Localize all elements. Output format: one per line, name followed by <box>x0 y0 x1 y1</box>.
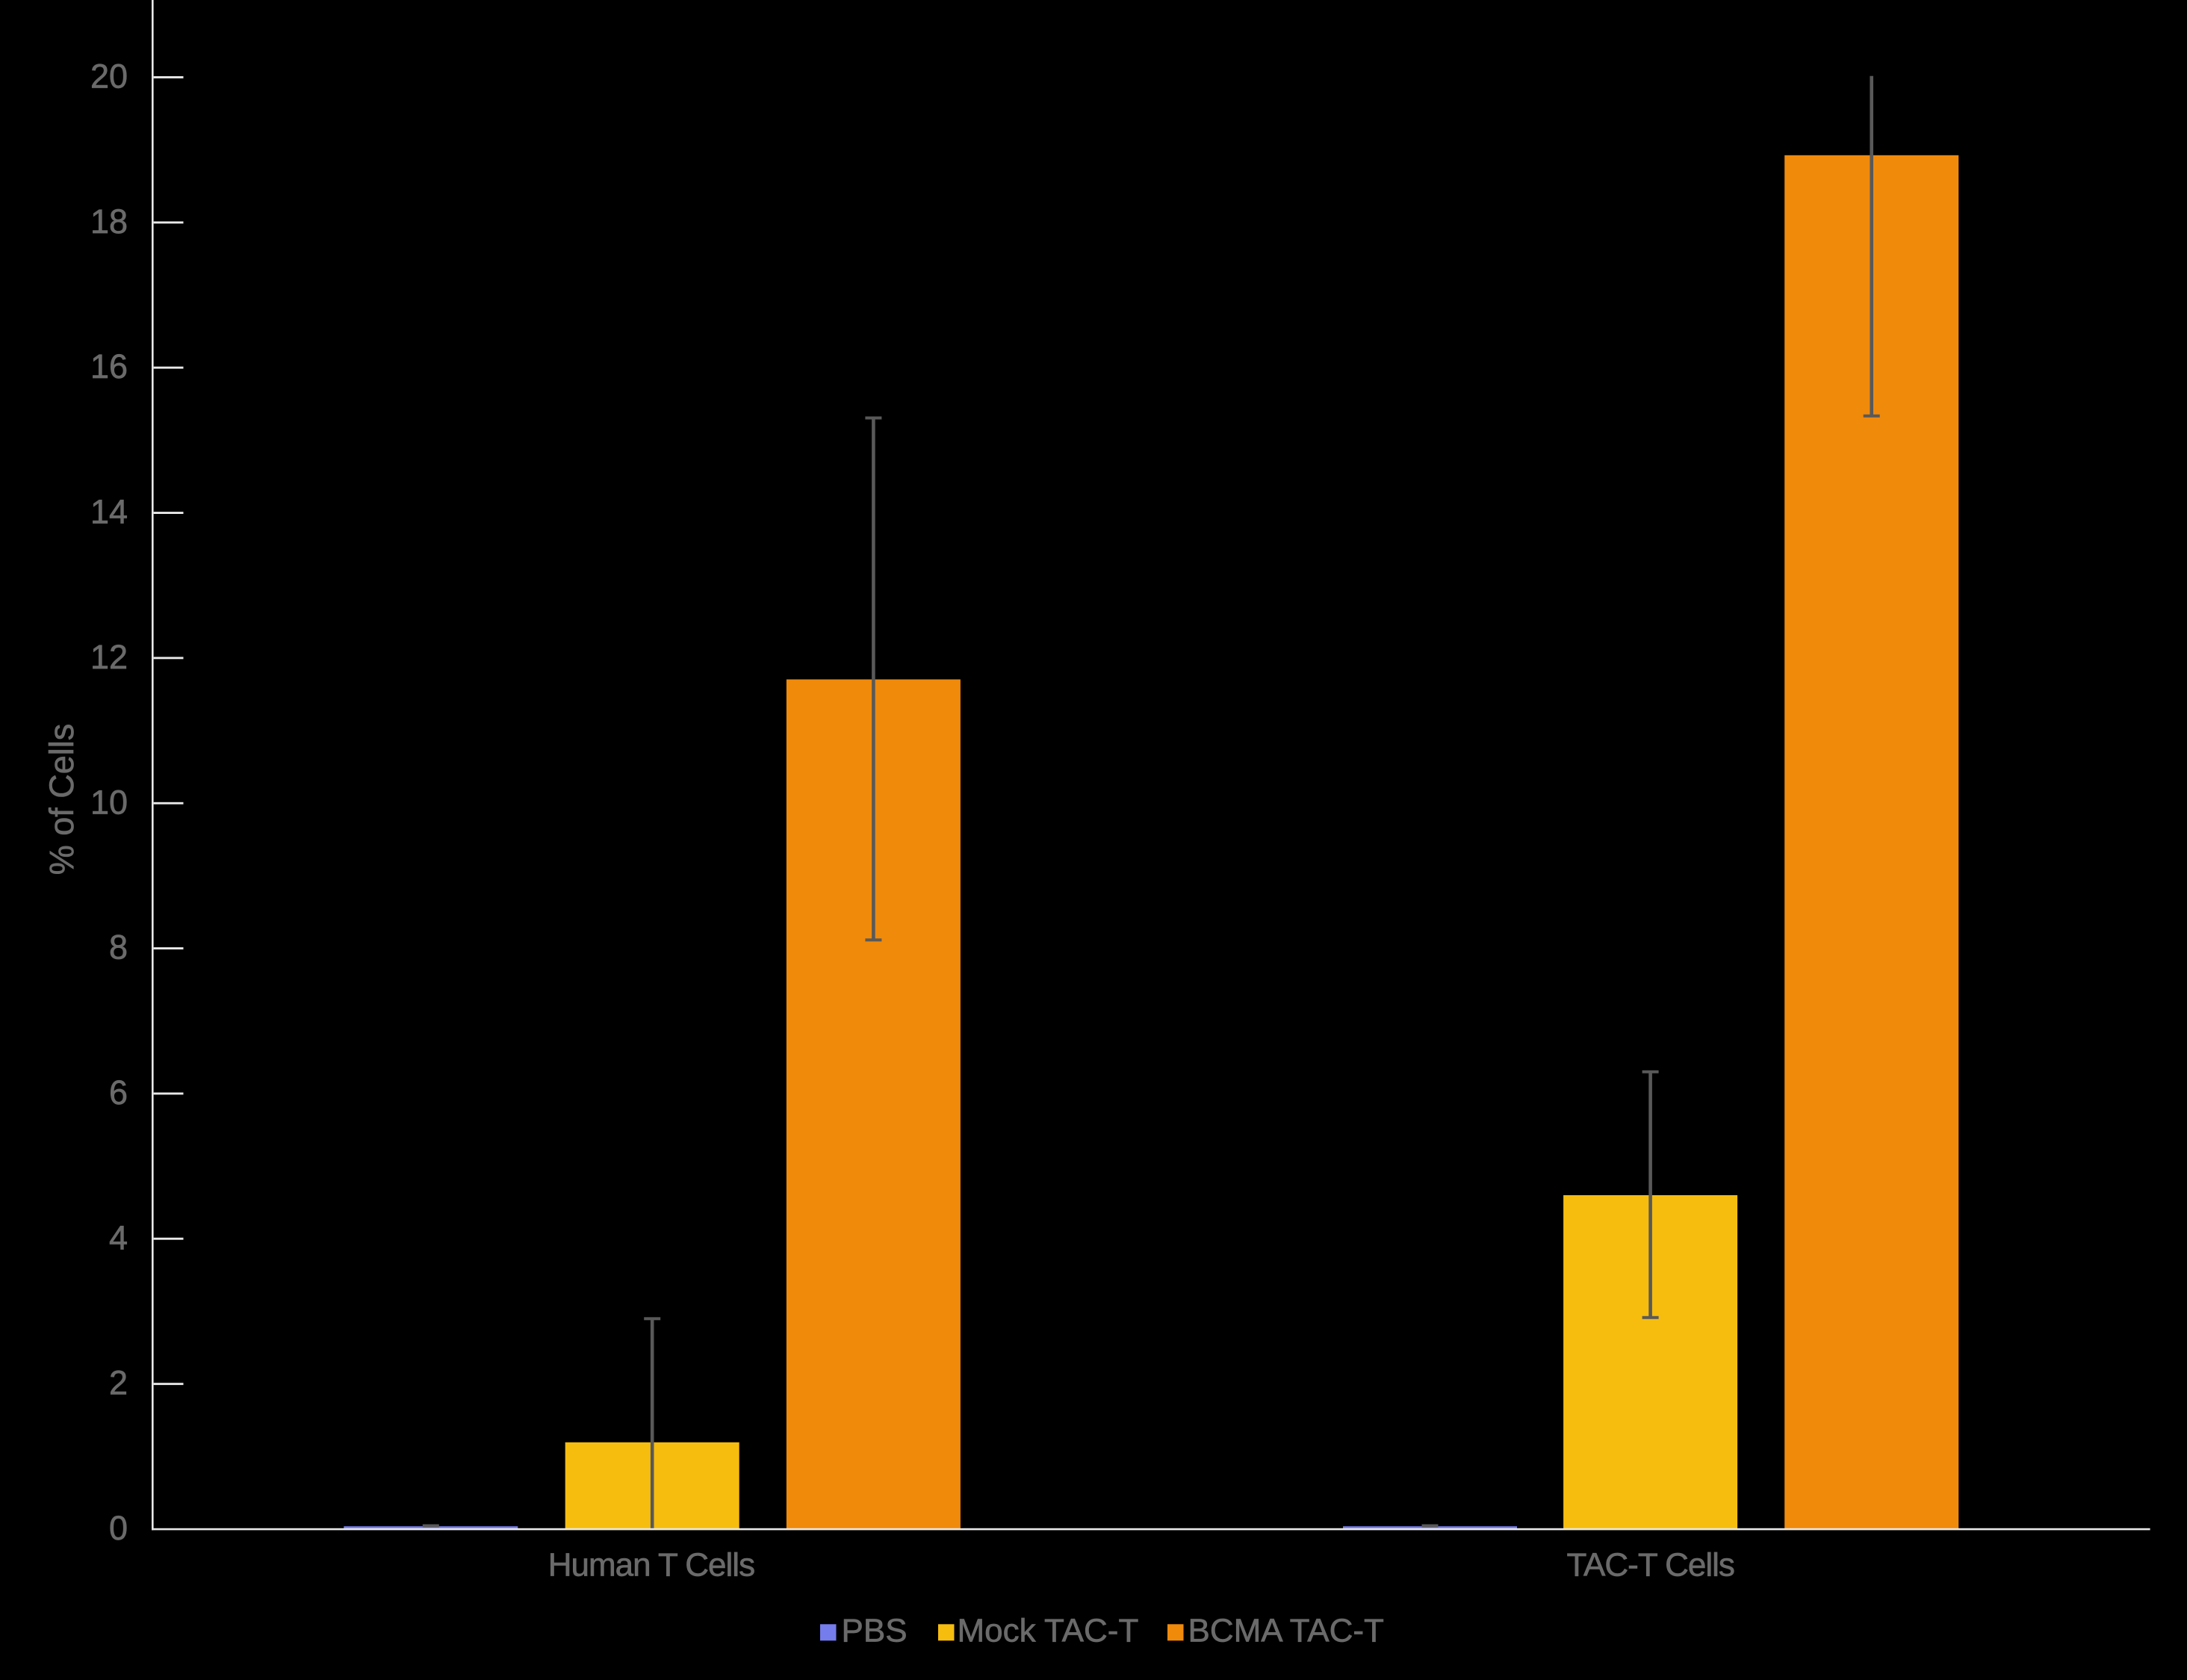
svg-text:Human T Cells: Human T Cells <box>548 1546 754 1583</box>
svg-text:10: 10 <box>90 783 128 821</box>
svg-text:0: 0 <box>109 1509 128 1547</box>
svg-text:8: 8 <box>109 929 128 967</box>
svg-text:% of Cells: % of Cells <box>43 724 81 875</box>
svg-text:18: 18 <box>90 202 128 241</box>
svg-text:16: 16 <box>90 347 128 385</box>
svg-text:20: 20 <box>90 58 128 96</box>
svg-text:12: 12 <box>90 638 128 676</box>
svg-text:TAC-T Cells: TAC-T Cells <box>1566 1546 1734 1583</box>
svg-text:PBS: PBS <box>842 1613 908 1649</box>
svg-text:Mock TAC-T: Mock TAC-T <box>958 1613 1139 1649</box>
svg-text:4: 4 <box>109 1218 128 1256</box>
svg-text:2: 2 <box>109 1364 128 1402</box>
svg-text:BCMA TAC-T: BCMA TAC-T <box>1188 1613 1384 1649</box>
svg-text:6: 6 <box>109 1073 128 1112</box>
svg-text:14: 14 <box>90 493 128 531</box>
